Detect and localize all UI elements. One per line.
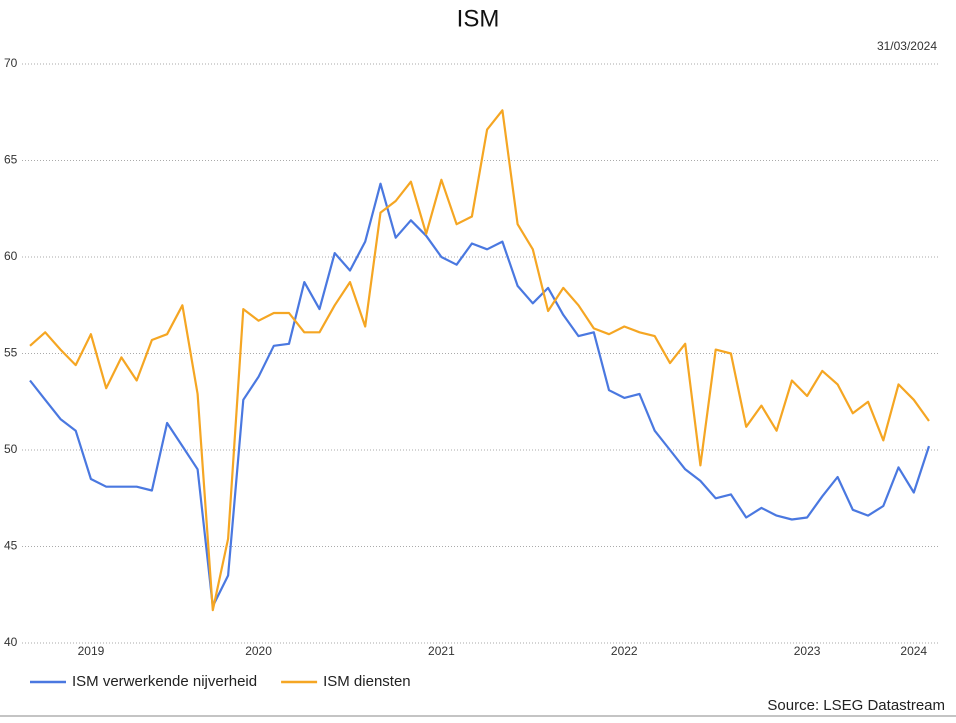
y-tick-label: 70: [4, 56, 18, 70]
legend-label: ISM verwerkende nijverheid: [72, 673, 257, 690]
y-tick-label: 50: [4, 442, 18, 456]
line-series: [29, 182, 931, 608]
y-tick-label: 40: [4, 635, 18, 649]
date: 31/03/2024: [877, 39, 937, 53]
legend-label: ISM diensten: [323, 673, 411, 690]
y-tick-label: 60: [4, 249, 18, 263]
x-tick-label: 2024: [900, 644, 927, 658]
x-tick-label: 2022: [611, 644, 638, 658]
line-series: [29, 109, 930, 612]
source: Source: LSEG Datastream: [767, 697, 945, 714]
x-tick-label: 2020: [245, 644, 272, 658]
x-tick-label: 2019: [78, 644, 105, 658]
y-tick-label: 65: [4, 153, 18, 167]
x-tick-label: 2021: [428, 644, 455, 658]
y-tick-label: 55: [4, 346, 18, 360]
y-tick-label: 45: [4, 539, 18, 553]
chart-title: ISM: [457, 5, 500, 32]
x-tick-label: 2023: [794, 644, 821, 658]
